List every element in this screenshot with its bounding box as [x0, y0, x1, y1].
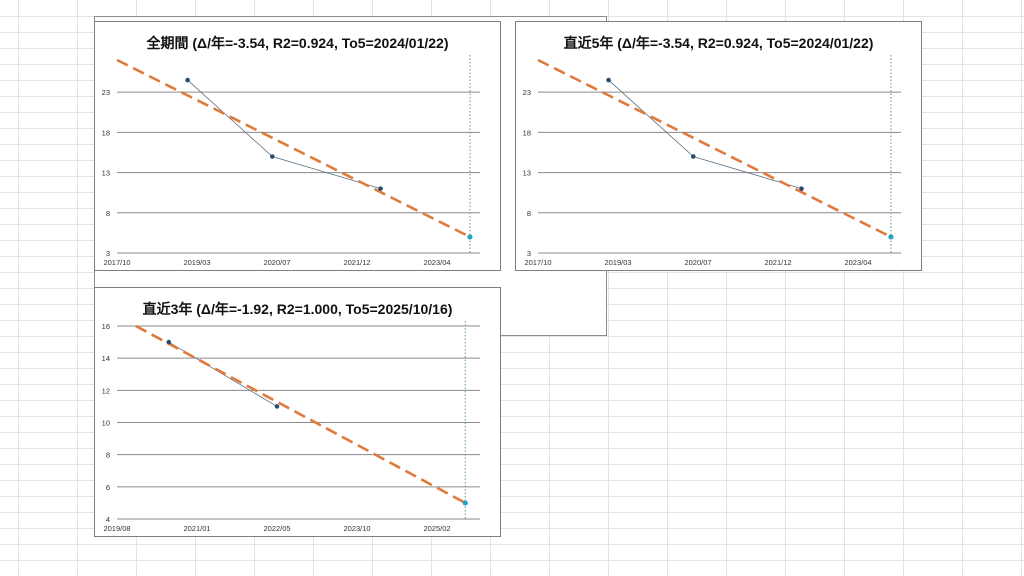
chart-last-5-years[interactable]: 直近5年 (Δ/年=-3.54, R2=0.924, To5=2024/01/2…: [515, 21, 922, 271]
data-point[interactable]: [269, 154, 275, 159]
x-tick-label: 2021/12: [343, 258, 370, 267]
y-tick-label: 23: [102, 88, 110, 97]
y-tick-label: 13: [102, 169, 110, 178]
y-tick-label: 23: [523, 88, 531, 97]
x-tick-label: 2017/10: [103, 258, 130, 267]
x-tick-label: 2020/07: [263, 258, 290, 267]
target-point[interactable]: [462, 500, 468, 506]
target-point[interactable]: [467, 234, 473, 240]
y-tick-label: 8: [527, 209, 531, 218]
x-tick-label: 2023/10: [343, 524, 370, 533]
y-tick-label: 3: [527, 249, 531, 258]
x-tick-label: 2022/05: [263, 524, 290, 533]
data-point[interactable]: [606, 77, 611, 83]
chart-title: 直近3年 (Δ/年=-1.92, R2=1.000, To5=2025/10/1…: [142, 301, 453, 317]
y-tick-label: 14: [102, 354, 110, 363]
y-tick-label: 10: [102, 419, 110, 428]
y-tick-label: 12: [102, 386, 110, 395]
y-tick-label: 8: [106, 451, 110, 460]
y-tick-label: 4: [106, 515, 110, 524]
data-point[interactable]: [185, 77, 190, 83]
chart-title: 全期間 (Δ/年=-3.54, R2=0.924, To5=2024/01/22…: [146, 35, 449, 51]
y-tick-label: 6: [106, 483, 110, 492]
target-point[interactable]: [888, 234, 894, 240]
x-tick-label: 2021/01: [183, 524, 210, 533]
data-point[interactable]: [799, 186, 804, 191]
data-point[interactable]: [274, 404, 280, 409]
y-tick-label: 18: [523, 128, 531, 137]
x-tick-label: 2023/04: [844, 258, 871, 267]
chart-plot: 4 6 8 10 12 14 16 2019/08 2021/01 2022/05 2023/10 2…: [102, 321, 480, 533]
x-tick-label: 2017/10: [524, 258, 551, 267]
y-tick-label: 8: [106, 209, 110, 218]
data-point[interactable]: [166, 339, 172, 345]
y-tick-label: 3: [106, 249, 110, 258]
data-point[interactable]: [378, 186, 383, 191]
x-tick-label: 2025/02: [423, 524, 450, 533]
trend-line: [537, 58, 892, 239]
x-tick-label: 2023/04: [423, 258, 450, 267]
x-tick-label: 2019/03: [604, 258, 631, 267]
x-tick-label: 2020/07: [684, 258, 711, 267]
data-point[interactable]: [690, 154, 696, 159]
x-tick-label: 2021/12: [764, 258, 791, 267]
chart-last-3-years[interactable]: 直近3年 (Δ/年=-1.92, R2=1.000, To5=2025/10/1…: [94, 287, 501, 537]
chart-title: 直近5年 (Δ/年=-3.54, R2=0.924, To5=2024/01/2…: [563, 35, 874, 51]
trend-line: [116, 58, 471, 239]
chart-plot: 3 8 13 18 23 2017/10 2019/03 2020/07 2021/12 2023…: [102, 55, 480, 267]
y-tick-label: 18: [102, 128, 110, 137]
x-tick-label: 2019/03: [183, 258, 210, 267]
y-tick-label: 13: [523, 169, 531, 178]
chart-full-period[interactable]: 全期間 (Δ/年=-3.54, R2=0.924, To5=2024/01/22…: [94, 21, 501, 271]
y-tick-label: 16: [102, 322, 110, 331]
x-tick-label: 2019/08: [103, 524, 130, 533]
trend-line: [135, 324, 466, 505]
chart-plot: 3 8 13 18 23 2017/10 2019/03 2020/07 2021/12 2023…: [523, 55, 901, 267]
